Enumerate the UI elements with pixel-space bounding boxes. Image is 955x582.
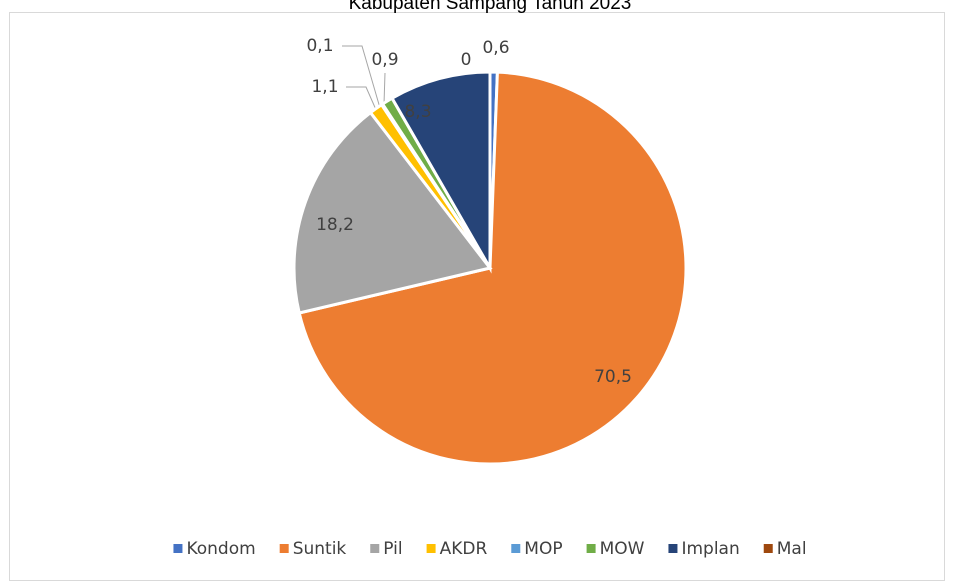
legend-swatch bbox=[370, 544, 380, 553]
legend-label: Implan bbox=[681, 539, 739, 559]
leader-lines bbox=[342, 45, 386, 113]
data-label: 18,2 bbox=[316, 215, 354, 235]
legend-swatch bbox=[173, 544, 183, 553]
data-label: 0,1 bbox=[306, 36, 333, 56]
data-label: 0,6 bbox=[482, 38, 509, 58]
legend-swatch bbox=[763, 544, 773, 553]
legend-label: Mal bbox=[777, 539, 807, 559]
chart-title: Kabupaten Sampang Tahun 2023 bbox=[349, 0, 632, 14]
legend-swatch bbox=[426, 544, 436, 553]
legend-swatch bbox=[586, 544, 596, 553]
legend-label: Pil bbox=[383, 539, 402, 559]
data-label: 8,3 bbox=[404, 102, 431, 122]
legend-label: Kondom bbox=[186, 539, 255, 559]
pie-slice bbox=[292, 110, 493, 315]
pie-slice bbox=[297, 70, 688, 466]
legend-label: AKDR bbox=[440, 539, 488, 559]
legend-swatch bbox=[668, 544, 678, 553]
data-label: 70,5 bbox=[594, 367, 632, 387]
data-label: 0,9 bbox=[371, 50, 398, 70]
legend-swatch bbox=[511, 544, 521, 553]
legend-label: MOW bbox=[600, 539, 645, 559]
pie-slice bbox=[390, 70, 492, 274]
data-label: 1,1 bbox=[311, 77, 338, 97]
legend: Kondom Suntik Pil AKDR MOP MOW Implan Mal bbox=[173, 539, 807, 559]
legend-swatch bbox=[279, 544, 289, 553]
data-label: 0 bbox=[461, 50, 472, 70]
legend-label: MOP bbox=[524, 539, 562, 559]
legend-label: Suntik bbox=[293, 539, 347, 559]
